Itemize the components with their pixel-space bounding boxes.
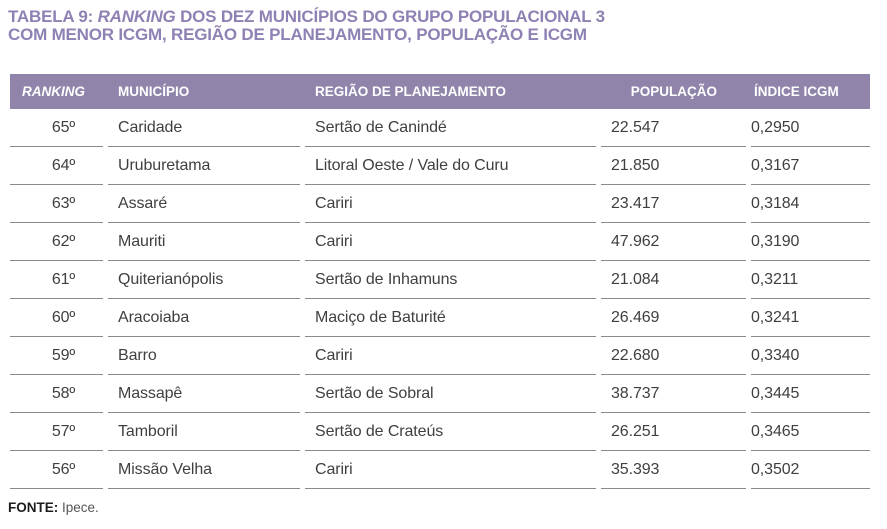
- table-row: 61º Quiterianópolis Sertão de Inhamuns 21.0…: [10, 261, 870, 299]
- cell-regiao: Sertão de Canindé: [305, 109, 596, 147]
- cell-indice: 0,3167: [751, 147, 870, 185]
- table-row: 63º Assaré Cariri 23.417 0,3184: [10, 185, 870, 223]
- cell-municipio: Barro: [108, 337, 300, 375]
- table-header-row: RANKING MUNICÍPIO REGIÃO DE PLANEJAMENTO…: [10, 74, 870, 109]
- cell-indice: 0,3211: [751, 261, 870, 299]
- cell-municipio: Massapê: [108, 375, 300, 413]
- table-header-band: [10, 74, 870, 109]
- cell-regiao: Maciço de Baturité: [305, 299, 596, 337]
- table-row: 58º Massapê Sertão de Sobral 38.737 0,3445: [10, 375, 870, 413]
- cell-populacao: 26.469: [601, 299, 746, 337]
- table-body: 65º Caridade Sertão de Canindé 22.547 0,2950…: [10, 109, 870, 489]
- cell-populacao: 47.962: [601, 223, 746, 261]
- cell-ranking: 63º: [10, 185, 103, 223]
- cell-municipio: Uruburetama: [108, 147, 300, 185]
- cell-regiao: Cariri: [305, 185, 596, 223]
- cell-municipio: Caridade: [108, 109, 300, 147]
- cell-municipio: Mauriti: [108, 223, 300, 261]
- cell-populacao: 23.417: [601, 185, 746, 223]
- title-prefix: TABELA 9:: [8, 7, 98, 26]
- cell-municipio: Aracoiaba: [108, 299, 300, 337]
- title-ranking-word: RANKING: [97, 7, 176, 26]
- cell-regiao: Cariri: [305, 337, 596, 375]
- column-header-indice: ÍNDICE ICGM: [754, 84, 839, 99]
- cell-indice: 0,3465: [751, 413, 870, 451]
- cell-indice: 0,3502: [751, 451, 870, 489]
- table-row: 57º Tamboril Sertão de Crateús 26.251 0,3465: [10, 413, 870, 451]
- column-header-municipio: MUNICÍPIO: [118, 84, 190, 99]
- title-line1-rest: DOS DEZ MUNICÍPIOS DO GRUPO POPULACIONAL…: [175, 7, 605, 26]
- ranking-table: RANKING MUNICÍPIO REGIÃO DE PLANEJAMENTO…: [5, 74, 875, 489]
- cell-regiao: Sertão de Sobral: [305, 375, 596, 413]
- cell-indice: 0,3184: [751, 185, 870, 223]
- cell-ranking: 57º: [10, 413, 103, 451]
- cell-ranking: 58º: [10, 375, 103, 413]
- cell-populacao: 21.850: [601, 147, 746, 185]
- cell-municipio: Assaré: [108, 185, 300, 223]
- table-row: 62º Mauriti Cariri 47.962 0,3190: [10, 223, 870, 261]
- cell-indice: 0,3190: [751, 223, 870, 261]
- column-header-regiao: REGIÃO DE PLANEJAMENTO: [315, 84, 507, 99]
- cell-populacao: 22.680: [601, 337, 746, 375]
- cell-ranking: 61º: [10, 261, 103, 299]
- table-row: 60º Aracoiaba Maciço de Baturité 26.469 0,32…: [10, 299, 870, 337]
- cell-indice: 0,3340: [751, 337, 870, 375]
- table-row: 59º Barro Cariri 22.680 0,3340: [10, 337, 870, 375]
- title-line2: COM MENOR ICGM, REGIÃO DE PLANEJAMENTO, …: [8, 24, 587, 44]
- cell-municipio: Tamboril: [108, 413, 300, 451]
- cell-ranking: 60º: [10, 299, 103, 337]
- cell-regiao: Cariri: [305, 223, 596, 261]
- cell-populacao: 35.393: [601, 451, 746, 489]
- column-header-ranking: RANKING: [22, 84, 85, 99]
- cell-ranking: 65º: [10, 109, 103, 147]
- source-label: FONTE:: [8, 500, 59, 515]
- cell-ranking: 59º: [10, 337, 103, 375]
- table-title: TABELA 9: RANKING DOS DEZ MUNICÍPIOS DO …: [8, 8, 887, 43]
- cell-indice: 0,3241: [751, 299, 870, 337]
- cell-populacao: 21.084: [601, 261, 746, 299]
- cell-regiao: Cariri: [305, 451, 596, 489]
- cell-ranking: 56º: [10, 451, 103, 489]
- source-value: Ipece.: [62, 500, 99, 515]
- column-header-populacao: POPULAÇÃO: [630, 84, 717, 99]
- cell-regiao: Sertão de Inhamuns: [305, 261, 596, 299]
- cell-ranking: 64º: [10, 147, 103, 185]
- table-row: 65º Caridade Sertão de Canindé 22.547 0,2950: [10, 109, 870, 147]
- cell-municipio: Missão Velha: [108, 451, 300, 489]
- cell-populacao: 26.251: [601, 413, 746, 451]
- table-row: 64º Uruburetama Litoral Oeste / Vale do Cu…: [10, 147, 870, 185]
- cell-populacao: 22.547: [601, 109, 746, 147]
- cell-municipio: Quiterianópolis: [108, 261, 300, 299]
- source-note: FONTE: Ipece.: [8, 500, 887, 515]
- cell-regiao: Sertão de Crateús: [305, 413, 596, 451]
- cell-indice: 0,2950: [751, 109, 870, 147]
- cell-populacao: 38.737: [601, 375, 746, 413]
- cell-ranking: 62º: [10, 223, 103, 261]
- cell-indice: 0,3445: [751, 375, 870, 413]
- cell-regiao: Litoral Oeste / Vale do Curu: [305, 147, 596, 185]
- table-row: 56º Missão Velha Cariri 35.393 0,3502: [10, 451, 870, 489]
- table-container: RANKING MUNICÍPIO REGIÃO DE PLANEJAMENTO…: [5, 74, 875, 489]
